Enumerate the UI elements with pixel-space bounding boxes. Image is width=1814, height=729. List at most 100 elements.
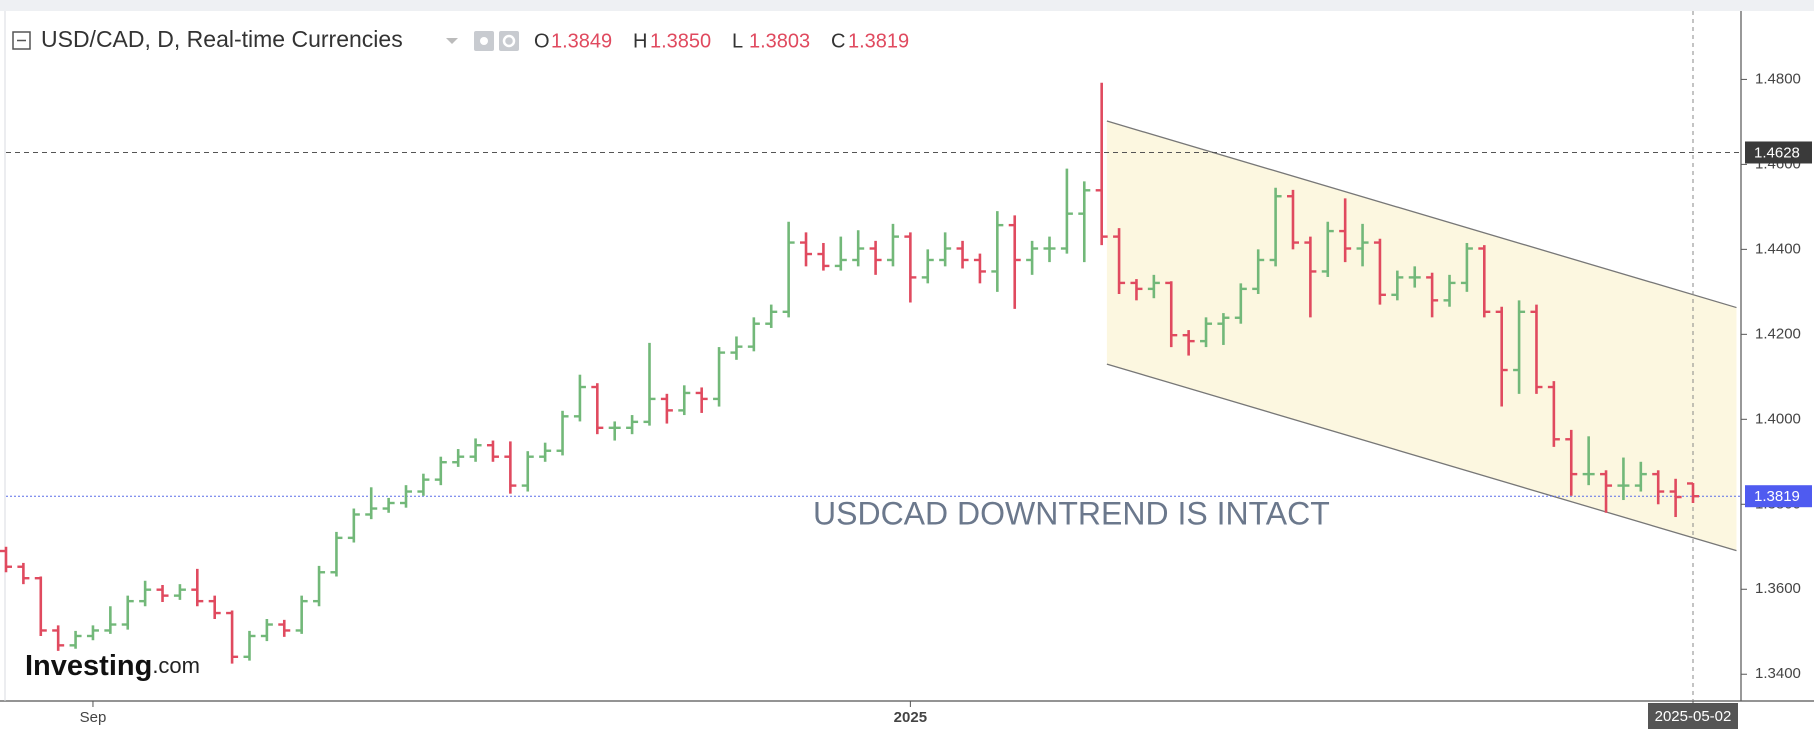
ohlc-bar [608,421,621,441]
ohlc-bar [1582,436,1595,486]
price-tag [1745,485,1812,508]
y-tick-label: 1.3600 [1755,580,1801,597]
ohlc-bar [695,387,708,413]
ohlc-bar [1217,313,1230,345]
x-tick-label: Sep [80,709,107,726]
ohlc-bar [730,336,743,360]
ohlc-bar [1113,228,1126,294]
x-tick-label: 2025-05-02 [1655,708,1732,725]
ohlc-bar [139,580,152,607]
ohlc-bar [295,595,308,634]
channel-lower-line [1106,363,1737,552]
ohlc-bar [660,393,673,424]
ohlc-bar [330,531,343,577]
ohlc-bar [591,383,604,435]
ohlc-bar [539,442,552,462]
collapse-button[interactable] [12,31,31,50]
ohlc-bar [904,232,917,303]
ohlc-bar [1234,283,1247,324]
ohlc-bar [121,595,134,630]
ohlc-bar [817,242,830,271]
ohlc-bar [1339,198,1352,263]
ohlc-bar [208,595,221,619]
plot-area [0,11,1741,701]
y-tick-label: 1.4000 [1755,410,1801,427]
ohlc-bar [1130,279,1143,301]
header-value: 1.3849 [551,30,612,52]
header-key: O [534,30,550,52]
ohlc-bar [991,211,1004,292]
header-value: 1.3819 [848,30,909,52]
settings-icon [502,34,516,48]
ohlc-bar [469,438,482,462]
ohlc-bar [1095,82,1108,246]
chart-header: USD/CAD, D, Real-time Currencies O 1.3849… [12,26,909,52]
header-key: H [633,30,647,52]
ohlc-bar [1600,470,1613,513]
logo-main: Investing [25,650,152,682]
y-tick-label: 1.4800 [1755,70,1801,87]
ohlc-bar [956,240,969,269]
ohlc-bar [504,441,517,494]
ohlc-bar [52,625,65,651]
y-tick-label: 1.3400 [1755,665,1801,682]
ohlc-bar [1026,240,1039,275]
ohlc-bar [1669,478,1682,518]
ohlc-bar [1426,272,1439,318]
ohlc-bar [1321,221,1334,277]
ohlc-bar [1634,461,1647,492]
ohlc-bar [365,487,378,520]
price-tag-label: 1.4628 [1754,144,1800,161]
ohlc-bar [678,385,691,416]
ohlc-bar [226,610,239,664]
ohlc-bar [1443,274,1456,307]
ohlc-bar [852,230,865,267]
settings-button[interactable] [499,31,519,51]
y-tick-label: 1.4200 [1755,325,1801,342]
ohlc-bar [1008,215,1021,309]
ohlc-bar [1408,266,1421,288]
ohlc-bar [104,606,117,634]
ohlc-bar [347,508,360,543]
ohlc-bar [939,232,952,267]
price-tag [1745,141,1812,164]
dropdown-arrow[interactable] [446,38,458,44]
channel-fill [1106,121,1737,551]
ohlc-bar [156,585,169,603]
ohlc-bar [626,415,639,435]
ohlc-bar [1078,181,1091,263]
ohlc-bar [556,410,569,456]
ohlc-bar [1269,187,1282,267]
ohlc-bar [86,625,99,641]
chart-title: USD/CAD, D, Real-time Currencies [41,26,403,52]
ohlc-bar [1391,270,1404,301]
ohlc-bar [1252,249,1265,294]
ohlc-bar [1460,242,1473,292]
ohlc-bar [782,221,795,318]
annotation: USDCAD DOWNTREND IS INTACT [813,495,1330,531]
ohlc-bar [1200,317,1213,348]
ohlc-bar [973,253,986,284]
ohlc-bar [573,374,586,422]
x-tick-label: 2025 [894,709,927,726]
ohlc-bar [869,240,882,275]
ohlc-bar [1652,470,1665,505]
y-tick-label: 1.4400 [1755,240,1801,257]
ohlc-bar [1373,238,1386,305]
ohlc-bar [400,485,413,508]
ohlc-bar [765,304,778,328]
ohlc-bar [1687,482,1699,504]
header-value: 1.3850 [650,30,711,52]
ohlc-bar [17,562,30,585]
ohlc-bar [173,584,186,600]
ohlc-bar [1617,457,1630,501]
header-values: O 1.3849 H 1.3850 L 1.3803 C 1.3819 [534,30,909,52]
ohlc-bar [1304,236,1317,318]
ohlc-bar [1530,304,1543,394]
ohlc-bar [521,451,534,492]
header-value: 1.3803 [749,30,810,52]
ohlc-bar [260,618,273,642]
ohlc-bar [1182,330,1195,356]
